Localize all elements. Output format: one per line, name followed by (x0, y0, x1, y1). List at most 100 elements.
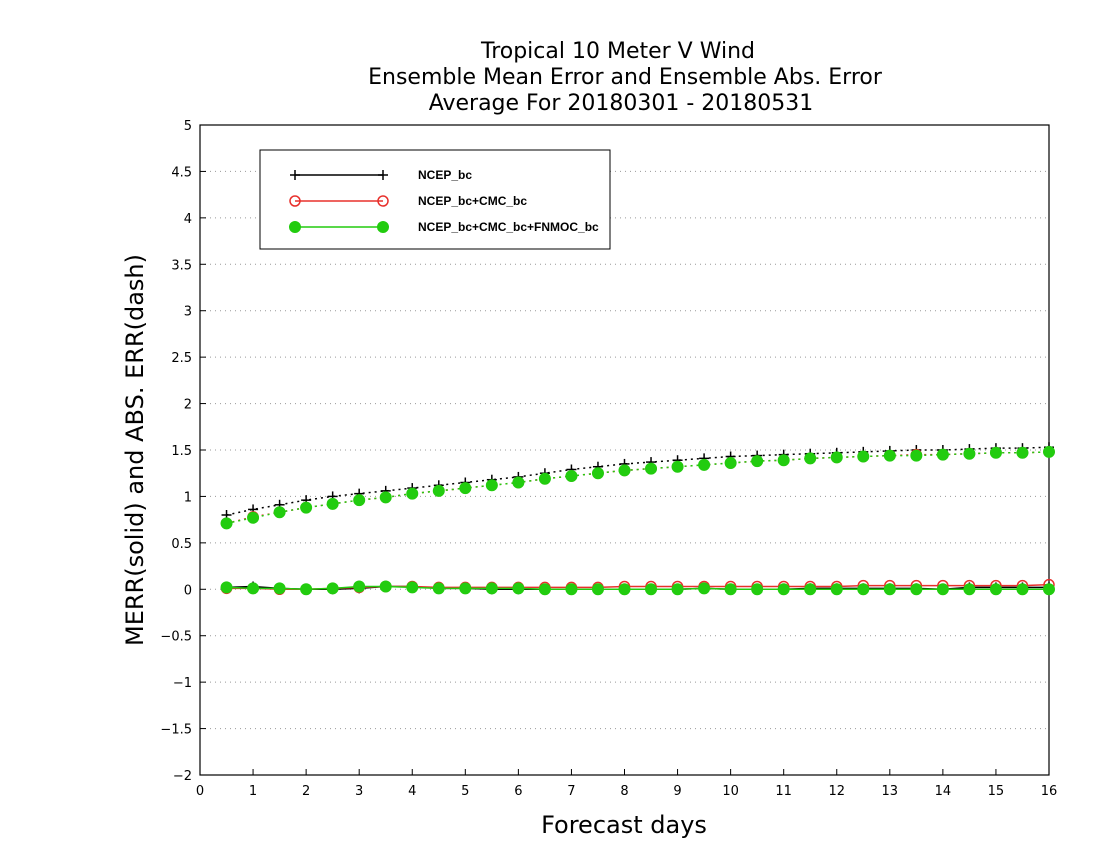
y-tick-label: 0 (184, 583, 192, 598)
legend-marker (290, 170, 300, 180)
x-tick-label: 15 (988, 784, 1005, 799)
y-tick-label: 5 (184, 119, 192, 134)
data-point-abs-error (326, 497, 339, 510)
data-point-abs-error (936, 448, 949, 461)
x-tick-label: 9 (673, 784, 681, 799)
data-point-abs-error (777, 454, 790, 467)
data-point-abs-error (485, 479, 498, 492)
x-tick-label: 13 (882, 784, 899, 799)
x-tick-label: 3 (355, 784, 363, 799)
data-point-mean-error (406, 581, 419, 594)
data-point-abs-error (830, 451, 843, 464)
data-point-abs-error (538, 472, 551, 485)
x-tick-label: 11 (775, 784, 792, 799)
data-point-mean-error (936, 583, 949, 596)
y-tick-label: −1.5 (160, 723, 192, 738)
data-point-mean-error (353, 580, 366, 593)
y-tick-label: −0.5 (160, 630, 192, 645)
data-point-mean-error (273, 582, 286, 595)
data-point-abs-error (1043, 445, 1055, 458)
data-point-abs-error (804, 452, 817, 465)
data-point-mean-error (698, 582, 711, 595)
data-point-abs-error (751, 455, 764, 468)
data-point-mean-error (326, 582, 339, 595)
grid-lines (200, 170, 1049, 730)
data-point-abs-error (300, 501, 313, 514)
y-tick-label: 3 (184, 305, 192, 320)
data-point-abs-error (459, 482, 472, 495)
data-point-mean-error (591, 583, 604, 596)
data-point-abs-error (989, 446, 1002, 459)
data-point-abs-error (591, 467, 604, 480)
y-tick-label: 1 (184, 490, 192, 505)
series-2 (220, 445, 1055, 596)
x-tick-label: 6 (514, 784, 522, 799)
data-point-abs-error (910, 449, 923, 462)
legend-item-1: NCEP_bc+CMC_bc (289, 194, 527, 208)
series-0 (221, 442, 1054, 595)
data-point-mean-error (618, 583, 631, 596)
legend-marker (378, 170, 388, 180)
data-point-mean-error (830, 583, 843, 596)
y-tick-label: 4 (184, 212, 192, 227)
x-tick-label: 0 (196, 784, 204, 799)
legend-box (259, 149, 611, 250)
chart-title-line-1: Tropical 10 Meter V Wind (480, 39, 755, 64)
data-point-mean-error (724, 583, 737, 596)
x-tick-label: 10 (722, 784, 739, 799)
series-layer (220, 442, 1055, 596)
data-point-abs-error (724, 457, 737, 469)
data-point-mean-error (1043, 583, 1055, 596)
axis-ticks: −2−1.5−1−0.500.511.522.533.544.550 1 2 3 4 5 6… (160, 119, 1057, 799)
data-point-mean-error (1016, 583, 1029, 596)
data-point-abs-error (220, 517, 233, 530)
data-point-mean-error (565, 583, 578, 596)
x-tick-label: 5 (461, 784, 469, 799)
y-tick-label: 1.5 (171, 444, 192, 459)
data-point-abs-error (883, 449, 896, 462)
x-tick-label: 14 (935, 784, 952, 799)
chart-title-line-3: Average For 20180301 - 20180531 (429, 91, 814, 116)
series-line-abs-error (226, 446, 1050, 516)
data-point-mean-error (220, 581, 233, 594)
legend-item-2: NCEP_bc+CMC_bc+FNMOC_bc (289, 220, 599, 234)
legend-marker (377, 221, 389, 233)
data-point-mean-error (751, 583, 764, 596)
legend-marker (289, 221, 301, 233)
x-tick-label: 7 (567, 784, 575, 799)
data-point-abs-error (273, 506, 286, 519)
chart-title: Tropical 10 Meter V Wind Ensemble Mean E… (368, 39, 883, 116)
data-point-mean-error (538, 583, 551, 596)
legend-items: NCEP_bc NCEP_bc+CMC_bc NCEP_bc+CMC_bc+FNMO… (289, 168, 599, 234)
data-point-mean-error (883, 583, 896, 596)
data-point-abs-error (565, 470, 578, 482)
data-point-mean-error (804, 583, 817, 596)
x-tick-label: 2 (302, 784, 310, 799)
data-point-mean-error (777, 583, 790, 596)
data-point-mean-error (300, 583, 313, 596)
y-tick-label: 4.5 (171, 165, 192, 180)
x-tick-label: 16 (1041, 784, 1058, 799)
data-point-abs-error (247, 511, 260, 524)
y-tick-label: 0.5 (171, 537, 192, 552)
legend-marker (377, 195, 389, 207)
data-point-abs-error (406, 487, 419, 500)
data-point-mean-error (247, 582, 260, 595)
x-tick-label: 8 (620, 784, 628, 799)
y-axis-label: MERR(solid) and ABS. ERR(dash) (121, 254, 149, 646)
x-axis-label: Forecast days (541, 811, 707, 839)
data-point-mean-error (645, 583, 658, 596)
data-point-mean-error (989, 583, 1002, 596)
y-tick-label: −1 (173, 676, 192, 691)
data-point-abs-error (857, 450, 870, 463)
legend: NCEP_bc NCEP_bc+CMC_bc NCEP_bc+CMC_bc+FNMO… (259, 149, 611, 250)
data-point-abs-error (618, 464, 631, 477)
chart-title-line-2: Ensemble Mean Error and Ensemble Abs. Er… (368, 65, 883, 90)
x-tick-label: 4 (408, 784, 416, 799)
data-point-mean-error (857, 583, 870, 596)
y-tick-label: 2 (184, 398, 192, 413)
data-point-mean-error (459, 582, 472, 595)
data-point-mean-error (910, 583, 923, 596)
data-point-abs-error (671, 460, 684, 473)
